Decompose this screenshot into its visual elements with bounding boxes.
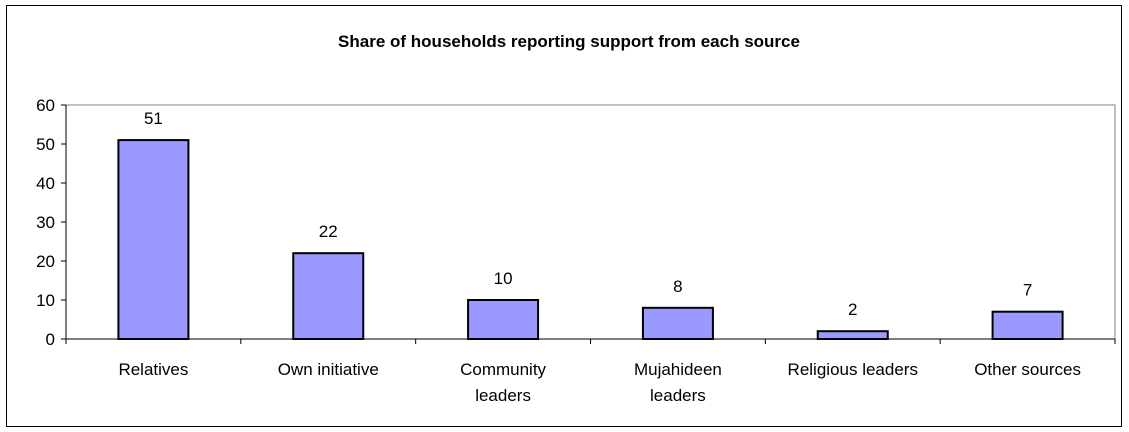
x-category-label: Relatives <box>118 360 188 379</box>
x-category-label: Mujahideen <box>634 360 722 379</box>
data-label: 8 <box>673 277 682 296</box>
data-label: 2 <box>848 300 857 319</box>
plot-area-border <box>65 104 1116 340</box>
y-tick-label: 30 <box>36 213 55 232</box>
bar <box>117 139 190 340</box>
y-tick-label: 60 <box>36 96 55 115</box>
bar <box>641 306 714 340</box>
chart-title: Share of households reporting support fr… <box>338 32 800 51</box>
data-labels: 51 22 10 8 2 7 <box>144 109 1032 319</box>
data-label: 7 <box>1023 281 1032 300</box>
x-category-label: Other sources <box>974 360 1081 379</box>
bar <box>991 310 1064 341</box>
x-category-label: leaders <box>475 386 531 405</box>
data-label: 22 <box>319 222 338 241</box>
axis-ticks: 0 10 20 30 40 50 60 <box>36 96 1116 349</box>
x-category-label: Community <box>460 360 546 379</box>
y-tick-label: 40 <box>36 174 55 193</box>
data-label: 10 <box>494 269 513 288</box>
x-category-label: leaders <box>650 386 706 405</box>
bar <box>816 330 889 341</box>
chart-frame <box>6 5 1122 427</box>
bar <box>467 299 540 340</box>
bar <box>292 252 365 340</box>
bars <box>117 139 1064 341</box>
y-tick-label: 20 <box>36 252 55 271</box>
y-tick-label: 0 <box>46 330 55 349</box>
y-tick-label: 10 <box>36 291 55 310</box>
x-category-label: Religious leaders <box>788 360 918 379</box>
x-category-label: Own initiative <box>278 360 379 379</box>
category-labels: Relatives Own initiative Community leaders M… <box>118 360 1081 405</box>
y-tick-label: 50 <box>36 135 55 154</box>
data-label: 51 <box>144 109 163 128</box>
